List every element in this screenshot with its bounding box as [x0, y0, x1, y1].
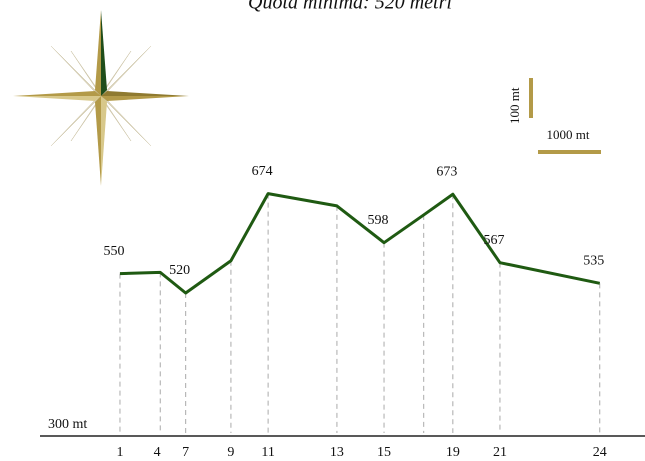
- x-tick-label: 15: [377, 445, 391, 460]
- scale-label: 1000 mt: [547, 127, 590, 142]
- value-label: 674: [252, 164, 273, 179]
- x-tick-label: 21: [493, 445, 507, 460]
- x-tick-label: 1: [116, 445, 123, 460]
- x-tick-label: 19: [446, 445, 460, 460]
- x-tick-label: 7: [182, 445, 189, 460]
- chart-title: Quota minima: 520 metri: [248, 0, 452, 14]
- value-label: 520: [169, 263, 190, 278]
- elevation-line: [119, 192, 601, 295]
- y-tick-label: 300 mt: [48, 417, 87, 432]
- x-tick-label: 9: [227, 445, 234, 460]
- scale-label: 100 mt: [507, 87, 522, 124]
- x-tick-label: 4: [154, 445, 161, 460]
- value-label: 550: [103, 244, 124, 259]
- value-label: 567: [483, 233, 504, 248]
- value-label: 673: [436, 164, 457, 179]
- x-tick-label: 11: [261, 445, 274, 460]
- x-tick-label: 24: [593, 445, 607, 460]
- x-tick-label: 13: [330, 445, 344, 460]
- value-label: 535: [583, 254, 604, 269]
- compass-rose: [13, 10, 189, 186]
- value-label: 598: [368, 213, 389, 228]
